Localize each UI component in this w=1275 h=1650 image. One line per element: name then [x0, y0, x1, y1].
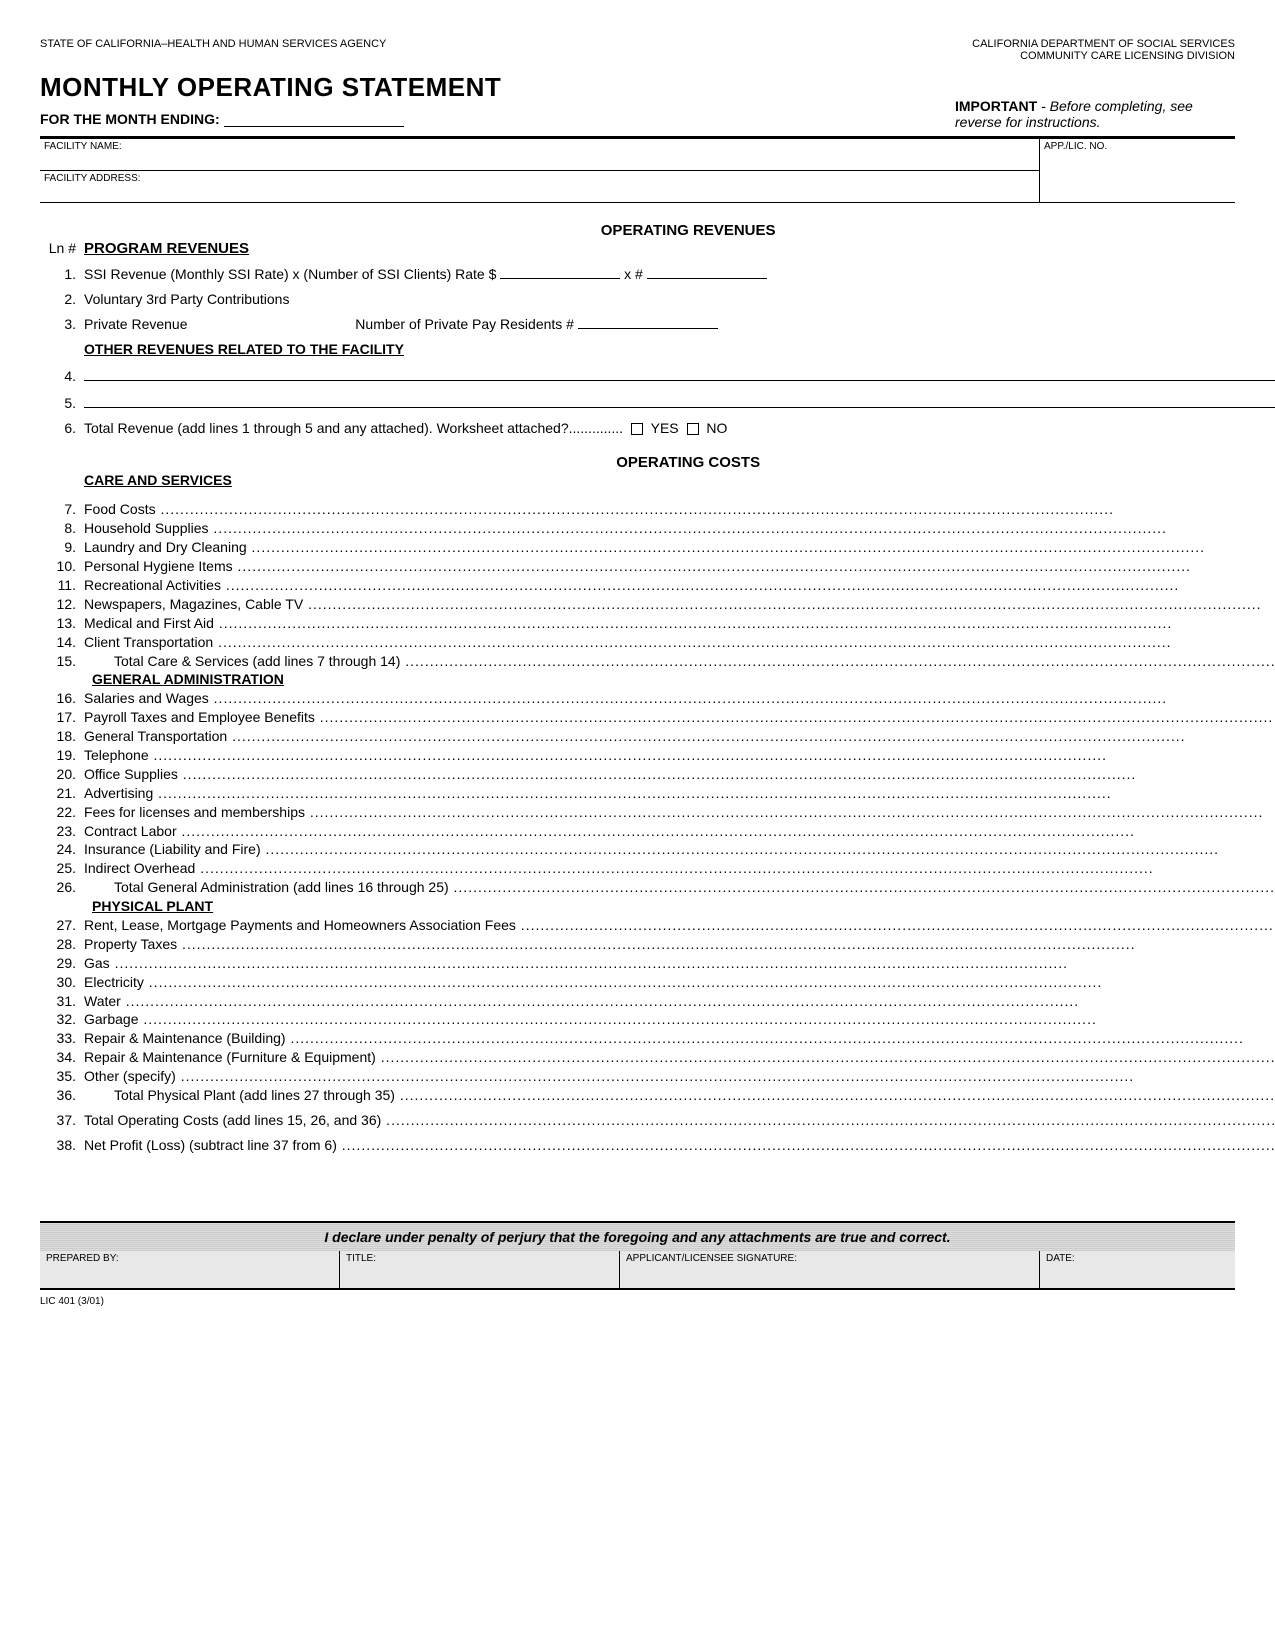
- line-16: Salaries and Wages: [84, 689, 1275, 708]
- line-6-text: Total Revenue (add lines 1 through 5 and…: [84, 420, 623, 436]
- line-26: Total General Administration (add lines …: [84, 878, 1275, 897]
- line-22: Fees for licenses and memberships: [84, 803, 1275, 822]
- line-17: Payroll Taxes and Employee Benefits: [84, 708, 1275, 727]
- line-14: Client Transportation: [84, 633, 1275, 652]
- line-21: Advertising: [84, 784, 1275, 803]
- line-10: Personal Hygiene Items: [84, 557, 1275, 576]
- line-31: Water: [84, 992, 1275, 1011]
- line-19: Telephone: [84, 746, 1275, 765]
- line-12: Newspapers, Magazines, Cable TV: [84, 595, 1275, 614]
- signature-field[interactable]: APPLICANT/LICENSEE SIGNATURE:: [620, 1251, 1040, 1288]
- line-25: Indirect Overhead: [84, 859, 1275, 878]
- agency-right-1: CALIFORNIA DEPARTMENT OF SOCIAL SERVICES: [972, 38, 1235, 50]
- line-32: Garbage: [84, 1010, 1275, 1029]
- line-13: Medical and First Aid: [84, 614, 1275, 633]
- line-11: Recreational Activities: [84, 576, 1275, 595]
- line-num: 1.: [40, 265, 84, 284]
- title-field[interactable]: TITLE:: [340, 1251, 620, 1288]
- line-28: Property Taxes: [84, 935, 1275, 954]
- operating-costs-header: OPERATING COSTS: [84, 454, 1275, 471]
- ssi-rate-input[interactable]: [500, 278, 620, 279]
- agency-right-2: COMMUNITY CARE LICENSING DIVISION: [1020, 50, 1235, 62]
- ln-label-left: Ln #: [40, 239, 84, 258]
- line-35: Other (specify): [84, 1067, 1275, 1086]
- line-3a: Private Revenue: [84, 316, 188, 332]
- operating-revenues-header: OPERATING REVENUES: [84, 222, 1275, 239]
- facility-address-field[interactable]: FACILITY ADDRESS:: [40, 171, 1039, 202]
- prepared-by-field[interactable]: PREPARED BY:: [40, 1251, 340, 1288]
- line-38: Net Profit (Loss) (subtract line 37 from…: [84, 1136, 1275, 1155]
- month-ending-input[interactable]: [224, 126, 404, 127]
- line-8: Household Supplies: [84, 519, 1275, 538]
- line-9: Laundry and Dry Cleaning: [84, 538, 1275, 557]
- facility-name-field[interactable]: FACILITY NAME:: [40, 139, 1039, 171]
- private-residents-input[interactable]: [578, 328, 718, 329]
- line-30: Electricity: [84, 973, 1275, 992]
- worksheet-no-checkbox[interactable]: [687, 423, 699, 435]
- worksheet-yes-checkbox[interactable]: [631, 423, 643, 435]
- month-ending-label: FOR THE MONTH ENDING:: [40, 111, 220, 127]
- line-24: Insurance (Liability and Fire): [84, 840, 1275, 859]
- physical-plant-header: PHYSICAL PLANT: [92, 898, 213, 914]
- line-29: Gas: [84, 954, 1275, 973]
- general-admin-header: GENERAL ADMINISTRATION: [92, 671, 284, 687]
- important-bold: IMPORTANT: [955, 98, 1037, 114]
- agency-left: STATE OF CALIFORNIA–HEALTH AND HUMAN SER…: [40, 38, 386, 62]
- line-3b: Number of Private Pay Residents #: [355, 316, 574, 332]
- line-27: Rent, Lease, Mortgage Payments and Homeo…: [84, 916, 1275, 935]
- date-field[interactable]: DATE:: [1040, 1251, 1235, 1288]
- program-revenues-header: PROGRAM REVENUES: [84, 240, 249, 257]
- declaration-text: I declare under penalty of perjury that …: [40, 1221, 1235, 1251]
- line-36: Total Physical Plant (add lines 27 throu…: [84, 1086, 1275, 1105]
- line-34: Repair & Maintenance (Furniture & Equipm…: [84, 1048, 1275, 1067]
- line-33: Repair & Maintenance (Building): [84, 1029, 1275, 1048]
- line-5-input[interactable]: [84, 392, 1275, 408]
- line-1-text: SSI Revenue (Monthly SSI Rate) x (Number…: [84, 266, 496, 282]
- line-15: Total Care & Services (add lines 7 throu…: [84, 652, 1275, 671]
- care-services-header: CARE AND SERVICES: [84, 472, 232, 488]
- line-23: Contract Labor: [84, 822, 1275, 841]
- other-revenues-header: OTHER REVENUES RELATED TO THE FACILITY: [84, 341, 404, 357]
- line-37: Total Operating Costs (add lines 15, 26,…: [84, 1111, 1275, 1130]
- line-4-input[interactable]: [84, 365, 1275, 381]
- main-title: MONTHLY OPERATING STATEMENT: [40, 72, 501, 103]
- ssi-count-input[interactable]: [647, 278, 767, 279]
- line-20: Office Supplies: [84, 765, 1275, 784]
- line-7: Food Costs: [84, 500, 1275, 519]
- app-lic-field[interactable]: APP./LIC. NO.: [1040, 139, 1235, 192]
- line-18: General Transportation: [84, 727, 1275, 746]
- line-2-text: Voluntary 3rd Party Contributions: [84, 290, 1275, 309]
- form-id: LIC 401 (3/01): [40, 1296, 1235, 1307]
